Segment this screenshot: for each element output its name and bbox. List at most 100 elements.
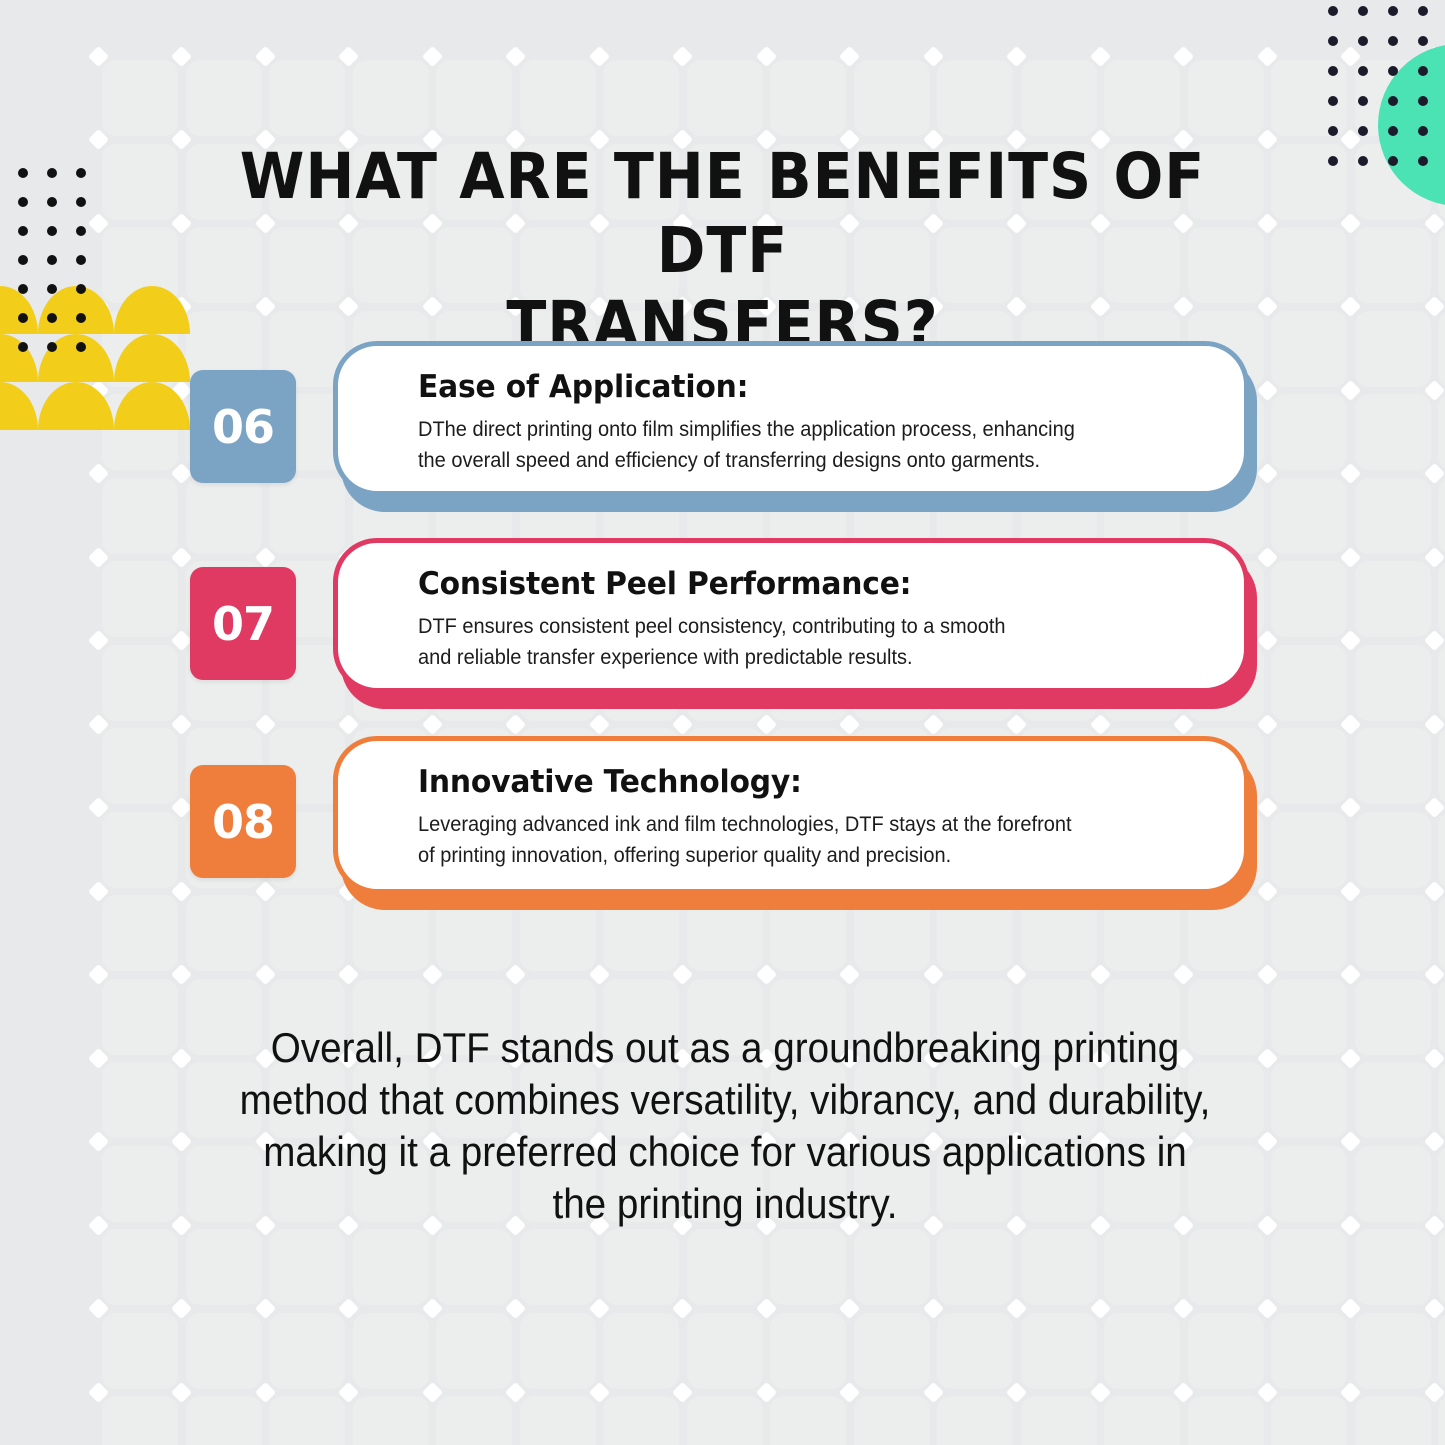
grid-cell: [185, 1145, 262, 1222]
grid-cell: [853, 1062, 930, 1138]
decorative-dot: [1418, 156, 1428, 166]
grid-cell: [102, 895, 178, 971]
card-heading: Consistent Peel Performance:: [418, 566, 912, 602]
benefit-card[interactable]: Innovative Technology: Leveraging advance…: [333, 736, 1257, 910]
grid-cell: [1438, 1229, 1445, 1305]
grid-cell: [1271, 1396, 1347, 1445]
decorative-dot: [18, 342, 28, 352]
grid-node-diamond: [337, 963, 360, 986]
grid-node-diamond: [504, 1297, 527, 1320]
grid-cell: [185, 227, 262, 303]
grid-cell: [1354, 227, 1431, 303]
grid-cell: [603, 1229, 679, 1305]
benefit-card[interactable]: Consistent Peel Performance: DTF ensures …: [333, 538, 1257, 709]
grid-cell: [1271, 644, 1347, 721]
grid-cell: [352, 1312, 429, 1389]
grid-cell: [1020, 1396, 1097, 1445]
grid-cell: [770, 1145, 846, 1222]
decorative-dot: [47, 342, 57, 352]
grid-cell: [519, 60, 596, 136]
grid-cell: [1438, 227, 1445, 303]
grid-cell: [1271, 811, 1347, 888]
grid-cell: [185, 1062, 262, 1138]
grid-cell: [352, 1145, 429, 1222]
card-number-badge: 08: [190, 765, 296, 878]
grid-cell: [1438, 811, 1445, 888]
decorative-dot: [47, 255, 57, 265]
grid-cell: [853, 1396, 930, 1445]
decorative-dot: [1388, 96, 1398, 106]
grid-cell: [770, 143, 846, 220]
grid-cell: [937, 227, 1013, 303]
grid-cell: [352, 1062, 429, 1138]
decorative-dot: [76, 197, 86, 207]
decorative-dot: [76, 255, 86, 265]
grid-cell: [1104, 60, 1180, 136]
decorative-dot: [1328, 36, 1338, 46]
grid-node-diamond: [1339, 295, 1362, 318]
grid-cell: [185, 1396, 262, 1445]
grid-cell: [1271, 310, 1347, 387]
grid-cell: [686, 1396, 763, 1445]
grid-node-diamond: [504, 963, 527, 986]
grid-cell: [770, 1312, 846, 1389]
grid-cell: [603, 978, 679, 1055]
grid-cell: [1438, 978, 1445, 1055]
grid-cell: [1438, 1396, 1445, 1445]
grid-cell: [436, 143, 512, 220]
grid-node-diamond: [170, 128, 193, 151]
grid-cell: [269, 227, 345, 303]
card-number: 07: [211, 596, 275, 651]
grid-cell: [1354, 394, 1431, 470]
grid-node-diamond: [1172, 1297, 1195, 1320]
grid-cell: [603, 1062, 679, 1138]
grid-cell: [603, 1396, 679, 1445]
grid-cell: [102, 644, 178, 721]
grid-cell: [436, 978, 512, 1055]
grid-cell: [1271, 1062, 1347, 1138]
decorative-dot: [18, 284, 28, 294]
grid-cell: [1104, 227, 1180, 303]
grid-cell: [185, 895, 262, 971]
grid-cell: [1271, 561, 1347, 637]
card-number: 08: [211, 794, 275, 849]
grid-cell: [770, 227, 846, 303]
grid-cell: [102, 811, 178, 888]
grid-cell: [770, 60, 846, 136]
grid-cell: [603, 60, 679, 136]
decorative-dot: [18, 313, 28, 323]
benefit-card[interactable]: Ease of Application: DThe direct printing…: [333, 341, 1257, 512]
grid-cell: [1354, 1062, 1431, 1138]
grid-cell: [686, 1312, 763, 1389]
grid-cell: [603, 1145, 679, 1222]
grid-cell: [1438, 644, 1445, 721]
grid-cell: [1020, 1062, 1097, 1138]
card-body: DTF ensures consistent peel consistency,…: [418, 614, 1006, 669]
grid-cell: [686, 1145, 763, 1222]
grid-cell: [519, 1396, 596, 1445]
grid-cell: [1354, 895, 1431, 971]
grid-cell: [1187, 1229, 1264, 1305]
grid-cell: [1271, 227, 1347, 303]
page-title: WHAT ARE THE BENEFITS OF DTF TRANSFERS?: [239, 140, 1206, 361]
grid-cell: [185, 60, 262, 136]
card-body: DThe direct printing onto film simplifie…: [418, 417, 1075, 472]
grid-cell: [352, 227, 429, 303]
grid-cell: [185, 1312, 262, 1389]
decorative-dot: [1418, 126, 1428, 136]
grid-node-diamond: [1339, 1130, 1362, 1153]
grid-cell: [686, 1229, 763, 1305]
grid-cell: [1187, 143, 1264, 220]
grid-cell: [1187, 1062, 1264, 1138]
grid-cell: [1438, 477, 1445, 554]
decorative-dot: [1328, 96, 1338, 106]
grid-cell: [269, 60, 345, 136]
decorative-dot: [47, 313, 57, 323]
grid-cell: [102, 561, 178, 637]
grid-cell: [1354, 728, 1431, 804]
grid-cell: [269, 1312, 345, 1389]
decorative-dot: [1328, 6, 1338, 16]
grid-cell: [519, 143, 596, 220]
decorative-dot: [47, 197, 57, 207]
